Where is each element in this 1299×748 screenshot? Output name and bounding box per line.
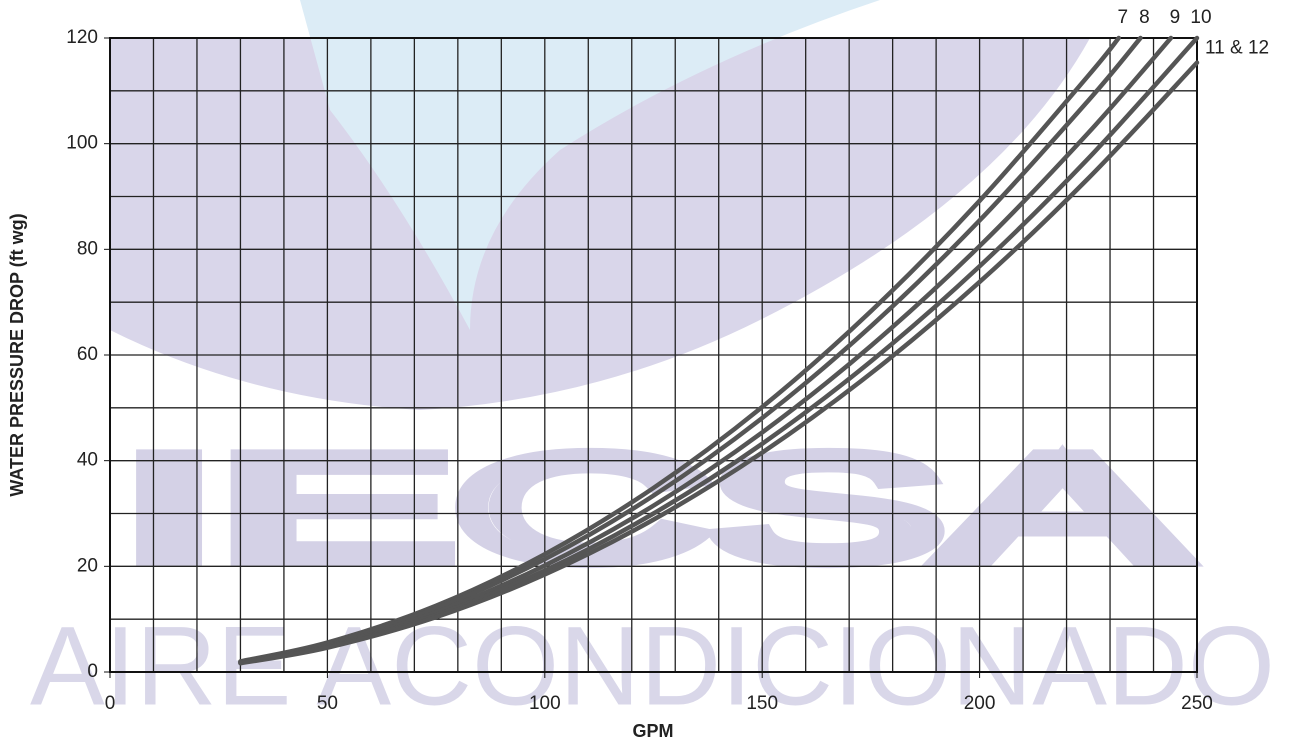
- legend-label: 10: [1190, 7, 1211, 28]
- x-tick-label: 0: [105, 693, 116, 714]
- y-axis-title: WATER PRESSURE DROP (ft wg): [7, 213, 27, 496]
- legend-label: 8: [1139, 7, 1150, 28]
- x-tick-label: 100: [529, 693, 561, 714]
- x-axis-title: GPM: [632, 721, 673, 741]
- series-line: [238, 60, 1200, 666]
- y-tick-label: 100: [66, 133, 98, 154]
- watermark-swoosh: [300, 0, 880, 330]
- legend-label: 9: [1170, 7, 1181, 28]
- watermark-text: AIRE ACONDICIONADO: [30, 604, 1275, 729]
- y-tick-label: 40: [77, 450, 98, 471]
- x-tick-label: 200: [964, 693, 996, 714]
- watermark-shapes: [110, 0, 1090, 410]
- legend-label: 11 & 12: [1205, 38, 1269, 59]
- y-tick-label: 120: [66, 27, 98, 48]
- y-tick-label: 60: [77, 344, 98, 365]
- series-line: [238, 35, 1143, 665]
- y-tick-label: 0: [87, 661, 98, 682]
- y-tick-label: 20: [77, 555, 98, 576]
- legend-label: 7: [1117, 7, 1128, 28]
- x-tick-label: 150: [746, 693, 778, 714]
- y-tick-label: 80: [77, 238, 98, 259]
- x-tick-label: 250: [1181, 693, 1213, 714]
- x-tick-label: 50: [317, 693, 338, 714]
